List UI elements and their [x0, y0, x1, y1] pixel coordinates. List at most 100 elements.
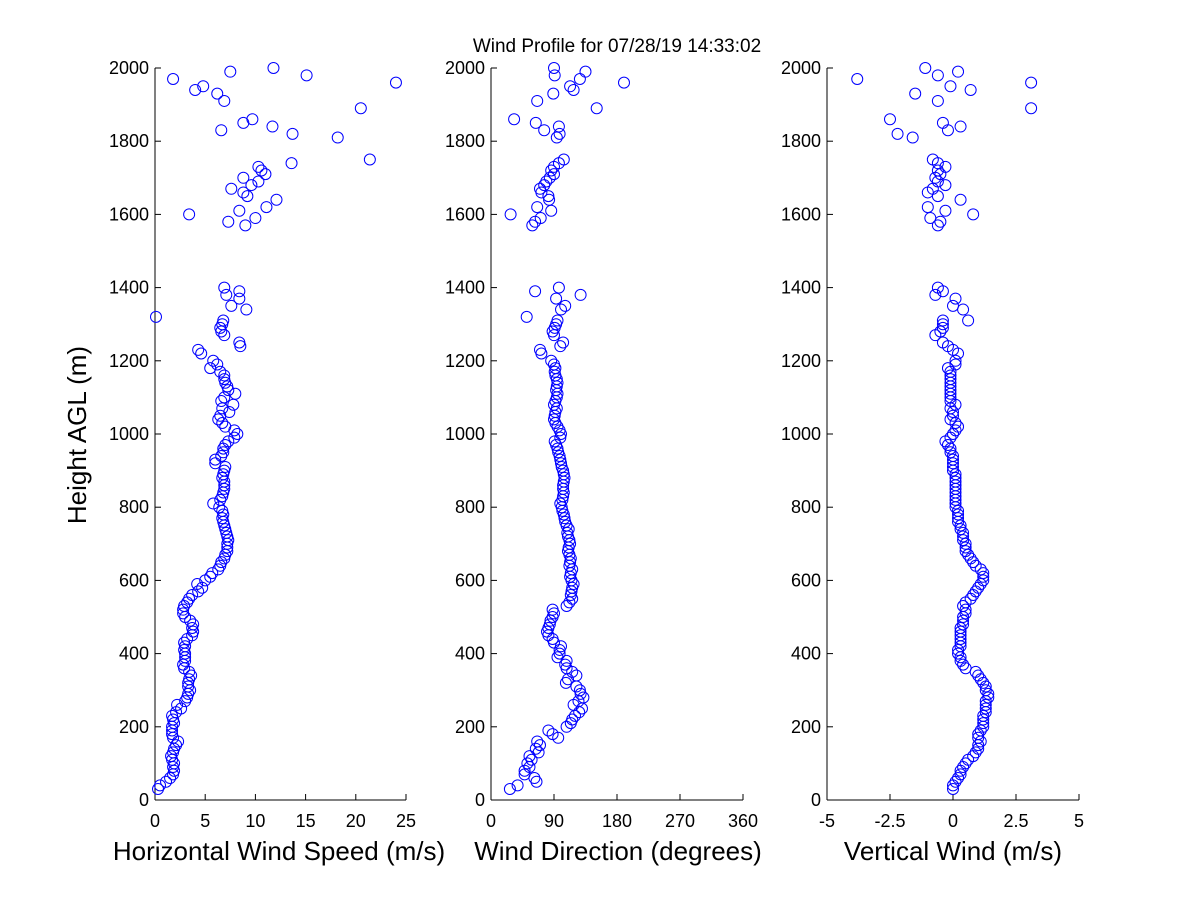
x-tick-label: 10 [245, 811, 265, 831]
data-point [936, 336, 949, 349]
data-point [543, 193, 556, 206]
data-point [167, 713, 180, 726]
data-point [941, 124, 954, 137]
data-point [531, 735, 544, 748]
data-point [972, 731, 985, 744]
data-point [237, 171, 250, 184]
data-point [554, 431, 567, 444]
data-point [947, 783, 959, 796]
data-point [534, 182, 546, 195]
data-point [216, 504, 229, 517]
data-point [939, 179, 952, 192]
y-tick-label: 400 [791, 644, 821, 664]
y-tick-label: 600 [119, 570, 149, 590]
data-point [964, 83, 977, 96]
data-point [167, 72, 180, 85]
data-point [222, 435, 235, 448]
data-point [545, 354, 558, 367]
data-point [529, 285, 542, 298]
data-point [931, 281, 944, 294]
data-point [954, 654, 967, 667]
data-point [941, 362, 954, 375]
data-point [957, 658, 970, 671]
data-point [183, 592, 196, 605]
data-point [921, 201, 934, 214]
data-point [553, 424, 566, 437]
data-point [225, 299, 238, 312]
data-point [977, 709, 990, 722]
data-point [906, 131, 919, 144]
data-point [526, 219, 539, 232]
data-point [240, 303, 253, 316]
x-tick-label: 15 [296, 811, 316, 831]
data-point [558, 471, 571, 484]
data-point [229, 387, 242, 400]
data-point [215, 395, 228, 408]
data-point [982, 687, 995, 700]
data-point [546, 728, 559, 741]
data-point [550, 131, 563, 144]
data-point [354, 102, 367, 115]
x-axis-label-direction: Wind Direction (degrees) [474, 836, 762, 866]
data-point [957, 534, 970, 547]
data-point [150, 310, 163, 323]
data-point [542, 724, 555, 737]
data-point [891, 127, 904, 140]
data-point [574, 288, 587, 301]
y-tick-label: 2000 [445, 58, 485, 78]
x-tick-label: 5 [1074, 811, 1084, 831]
data-point [206, 567, 219, 580]
data-point [957, 526, 970, 539]
data-point [977, 574, 990, 587]
data-point [851, 72, 864, 85]
data-point [566, 713, 579, 726]
data-point [967, 589, 980, 602]
data-point [952, 772, 965, 785]
data-point [962, 548, 975, 561]
y-tick-label: 0 [139, 790, 149, 810]
data-point [952, 65, 965, 78]
data-point [954, 625, 967, 638]
data-point [217, 468, 230, 481]
data-point [552, 120, 565, 133]
data-point [216, 417, 229, 430]
y-tick-label: 1400 [781, 278, 821, 298]
x-tick-label: 0 [948, 811, 958, 831]
data-point [947, 453, 959, 466]
y-tick-label: 1400 [109, 278, 149, 298]
data-point [220, 288, 233, 301]
data-point [974, 578, 987, 591]
data-point [551, 376, 564, 389]
data-point [944, 80, 957, 93]
data-point [218, 373, 231, 386]
y-tick-label: 800 [455, 497, 485, 517]
y-tick-label: 1200 [109, 351, 149, 371]
data-point [529, 116, 542, 129]
data-point [534, 212, 547, 225]
data-point [216, 490, 229, 503]
data-point [252, 160, 265, 173]
data-point [564, 80, 577, 93]
data-point [222, 215, 235, 228]
data-point [204, 362, 217, 375]
data-point [957, 618, 970, 631]
x-tick-label: -5 [819, 811, 835, 831]
data-point [944, 373, 957, 386]
data-point [936, 314, 949, 327]
data-point [553, 127, 566, 140]
data-point [186, 621, 199, 634]
data-point [579, 65, 592, 78]
data-point [954, 523, 967, 536]
data-point [542, 190, 555, 203]
data-point [551, 314, 564, 327]
data-point [233, 292, 246, 305]
data-point [954, 193, 967, 206]
data-point [979, 684, 992, 697]
data-point [969, 585, 982, 598]
x-tick-label: 0 [150, 811, 160, 831]
data-point [566, 563, 579, 576]
data-point [977, 717, 990, 730]
data-point [949, 424, 962, 437]
data-point [919, 62, 932, 74]
